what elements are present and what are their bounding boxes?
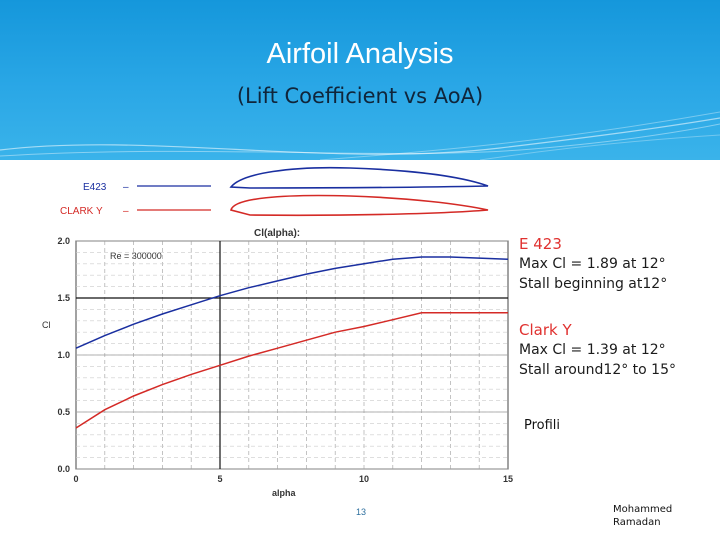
note-e423-max-cl: Max Cl = 1.89 at 12° [519, 256, 666, 272]
slide-subtitle: (Lift Coefficient vs AoA) [236, 84, 484, 108]
note-clarky-heading: Clark Y [519, 321, 572, 339]
series-line-clarky [75, 312, 508, 429]
author-last-name: Ramadan [613, 517, 661, 528]
author-first-name: Mohammed [613, 504, 673, 515]
note-e423-heading: E 423 [519, 235, 562, 253]
source-label: Profili [524, 418, 561, 433]
x-tick-label: 15 [503, 474, 513, 484]
legend-dash-e423: – [123, 182, 129, 193]
note-e423: E 423 Max Cl = 1.89 at 12° Stall beginni… [519, 234, 719, 294]
legend-label-clarky: CLARK Y [60, 206, 103, 217]
x-tick-label: 5 [217, 474, 222, 484]
legend-label-e423: E423 [83, 182, 107, 193]
chart-title: Cl(alpha): [254, 228, 300, 239]
y-tick-label: 2.0 [57, 236, 70, 246]
y-tick-label: 0.5 [57, 407, 70, 417]
chart-annotation-re: Re = 300000 [110, 251, 162, 261]
series-line-e423 [75, 256, 509, 349]
x-tick-label: 10 [359, 474, 369, 484]
slide-header: Airfoil Analysis (Lift Coefficient vs Ao… [0, 0, 720, 160]
chart-svg: E423 – CLARK Y – Cl(alpha): Re = 300000 … [42, 166, 513, 498]
airfoil-shape-e423 [229, 166, 489, 189]
note-clarky: Clark Y Max Cl = 1.39 at 12° Stall aroun… [519, 320, 719, 380]
y-tick-label: 0.0 [57, 464, 70, 474]
header-wave-decoration [0, 111, 720, 160]
note-clarky-stall: Stall around12° to 15° [519, 362, 676, 378]
y-axis-label: Cl [42, 320, 51, 330]
note-clarky-max-cl: Max Cl = 1.39 at 12° [519, 342, 666, 358]
chart-legend: E423 – CLARK Y – [60, 166, 489, 217]
airfoil-shape-clarky [230, 194, 489, 217]
author-name: Mohammed Ramadan [613, 503, 672, 529]
cl-alpha-chart: E423 – CLARK Y – Cl(alpha): Re = 300000 … [20, 160, 514, 503]
x-axis-label: alpha [272, 488, 297, 498]
x-tick-label: 0 [73, 474, 78, 484]
y-tick-label: 1.0 [57, 350, 70, 360]
note-e423-stall: Stall beginning at12° [519, 276, 668, 292]
y-tick-label: 1.5 [57, 293, 70, 303]
page-number: 13 [356, 507, 367, 517]
legend-dash-clarky: – [123, 206, 129, 217]
slide-title: Airfoil Analysis [266, 38, 454, 70]
